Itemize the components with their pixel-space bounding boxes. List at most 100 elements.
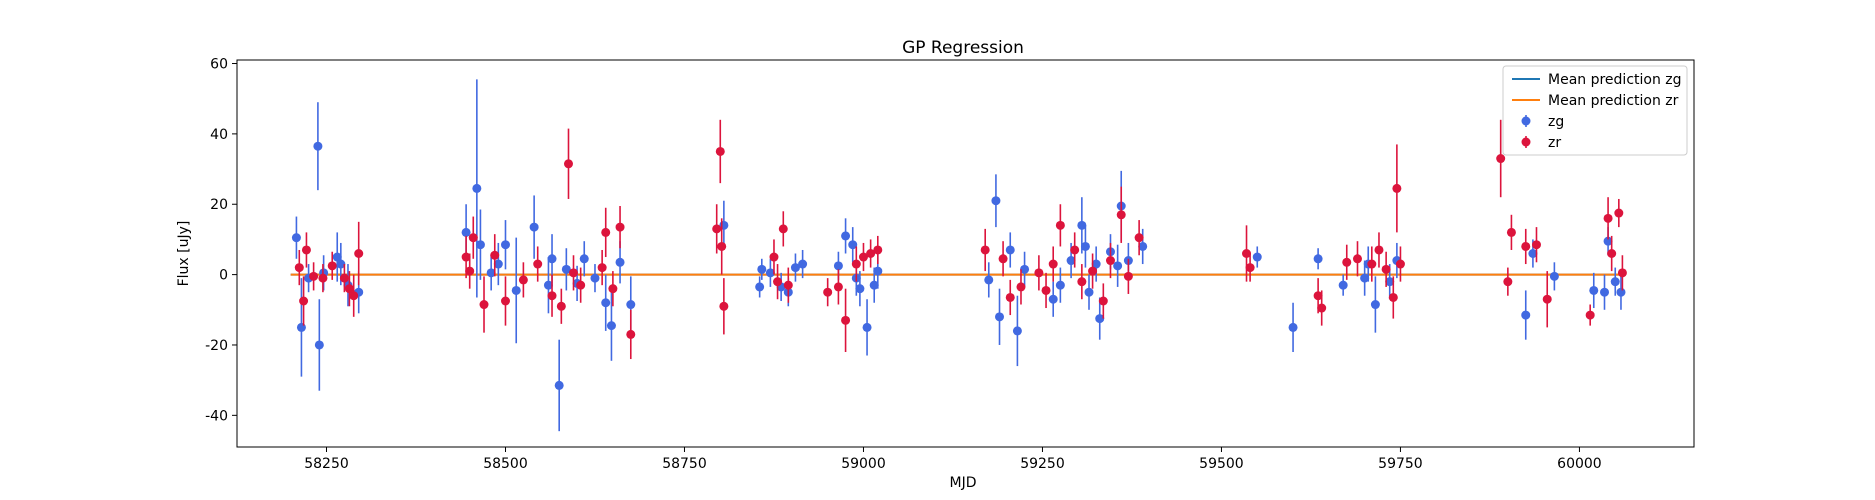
y-axis-label: Flux [uJy] [176,221,192,287]
x-tick-label: 59000 [841,456,886,472]
zg-point [461,227,471,237]
zr-point [851,259,861,269]
zr-point [715,146,725,156]
zg-point [1084,287,1094,297]
zr-point [769,252,779,262]
zg-point [1616,287,1626,297]
zr-point [563,159,573,169]
zr-point [608,284,618,294]
zg-point [1313,254,1323,264]
zr-point [1395,259,1405,269]
zr-point [576,280,586,290]
zr-point [1055,220,1065,230]
zr-point [1313,291,1323,301]
plot-area [290,79,1627,432]
zr-point [1088,266,1098,276]
zg-point [579,254,589,264]
zg-point [1095,314,1105,324]
zr-point [833,282,843,292]
zg-point [472,183,482,193]
zr-point [1603,213,1613,223]
zg-point [790,263,800,273]
zr-point [778,224,788,234]
zr-point [773,277,783,287]
zr-point [998,254,1008,264]
zg-point [336,259,346,269]
zr-point [500,296,510,306]
x-tick-label: 60000 [1557,456,1602,472]
zr-point [1392,183,1402,193]
legend-label: zg [1548,114,1564,130]
zr-point [533,259,543,269]
zr-point [1098,296,1108,306]
zr-point [1374,245,1384,255]
zr-point [626,329,636,339]
zr-point [1388,292,1398,302]
zg-point [626,300,636,310]
zg-point [615,257,625,267]
zg-point [862,322,872,332]
y-axis: -40 -20 0 20 40 60 [205,57,237,424]
zg-point [765,268,775,278]
zg-point [1370,300,1380,310]
zg-point [1005,245,1015,255]
zr-point [349,291,359,301]
zr-point [556,301,566,311]
zr-point [1134,233,1144,243]
zg-point [606,321,616,331]
zg-point [296,322,306,332]
zg-point [475,240,485,250]
zr-point [719,301,729,311]
zr-point [1242,249,1252,258]
zr-point [1070,245,1080,255]
zr-point [823,287,833,297]
zg-point [1600,287,1610,297]
legend-label: Mean prediction zr [1548,93,1679,109]
zr-point [1342,257,1352,267]
zr-point [1367,259,1377,269]
zr-point [1585,310,1595,320]
zr-point [1041,285,1051,295]
x-tick-label: 59750 [1378,456,1423,472]
zg-point [991,196,1001,206]
x-tick-label: 59250 [1020,456,1065,472]
zr-point [468,233,478,243]
zg-point [1528,249,1538,258]
legend: Mean prediction zg Mean prediction zr zg zr [1502,65,1688,156]
legend-label: Mean prediction zg [1548,72,1682,88]
y-tick-label: 60 [210,57,228,73]
zg-point [1360,273,1370,283]
zr-point [1531,240,1541,250]
zr-point [866,249,876,258]
zr-point [465,266,475,276]
zr-point [1005,292,1015,302]
zg-point [601,298,611,308]
zg-point [486,268,496,278]
zg-point [869,280,879,290]
zg-point [554,380,564,390]
zg-point [313,141,323,151]
zr-point [1496,154,1506,164]
zg-point [500,240,510,250]
zr-point [873,245,883,255]
zr-point [1077,277,1087,287]
zr-point [518,275,528,285]
zg-point [1066,256,1076,266]
zr-point [344,284,354,294]
zg-point [1603,236,1613,246]
zg-point [543,280,553,290]
zr-point [479,300,489,310]
zr-point [339,273,349,283]
zr-point [1317,303,1327,313]
zr-point [712,224,722,234]
zr-point [1352,254,1362,264]
zg-point [1048,294,1058,304]
zg-point [873,266,883,276]
zr-point [354,249,364,258]
zr-point [1116,210,1126,220]
zg-point [590,273,600,283]
zr-point [1105,256,1115,266]
zr-point [1542,294,1552,304]
zg-point [511,285,521,295]
